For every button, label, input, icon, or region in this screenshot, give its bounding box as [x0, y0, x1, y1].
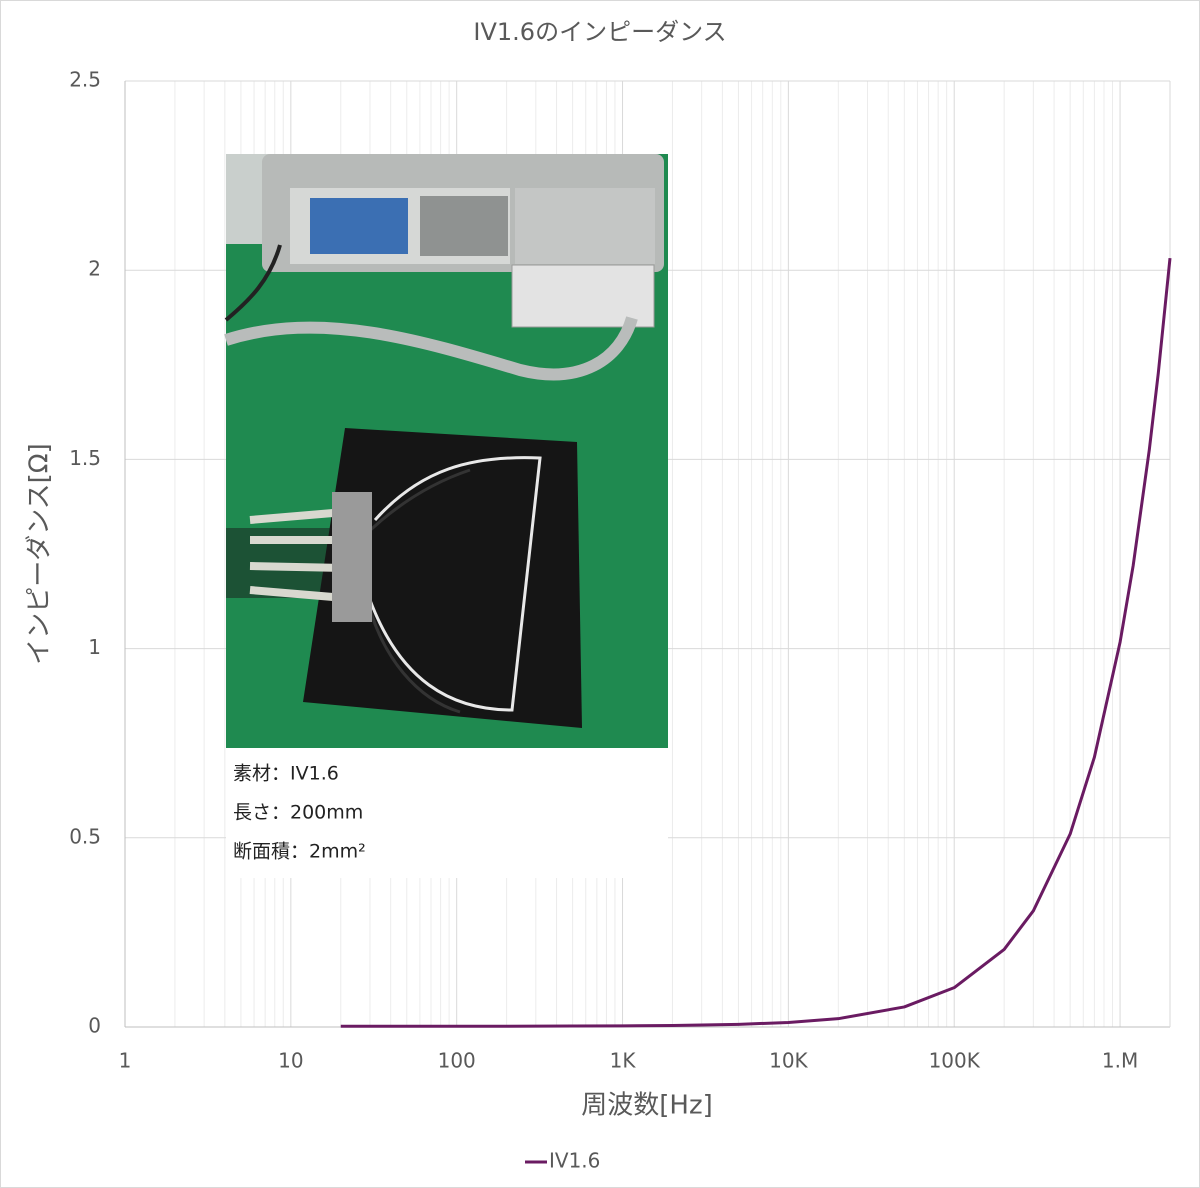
x-tick-label: 10K	[769, 1049, 808, 1073]
x-axis-label: 周波数[Hz]	[581, 1091, 713, 1121]
annotation: 断面積：2mm²	[233, 841, 366, 863]
series-line	[340, 257, 1172, 1028]
x-tick-label: 10	[278, 1049, 303, 1073]
x-tick-label: 1K	[610, 1049, 637, 1073]
y-tick-label: 1	[88, 635, 101, 659]
annotation: 素材：IV1.6	[233, 763, 339, 785]
annotation: 長さ：200mm	[233, 802, 363, 824]
y-tick-label: 1.5	[69, 446, 101, 470]
x-tick-label: 1.M	[1102, 1049, 1138, 1073]
y-tick-label: 2.5	[69, 68, 101, 92]
x-tick-label: 100K	[929, 1049, 981, 1073]
legend-label: IV1.6	[549, 1149, 600, 1173]
chart-title: IV1.6のインピーダンス	[473, 18, 726, 46]
annotation-box	[226, 748, 668, 878]
y-tick-label: 0	[88, 1014, 101, 1038]
y-tick-label: 0.5	[69, 824, 101, 848]
y-axis-label: インピーダンス[Ω]	[25, 443, 55, 665]
photo	[224, 154, 668, 748]
y-tick-label: 2	[88, 257, 101, 281]
x-tick-label: 1	[119, 1049, 132, 1073]
x-tick-label: 100	[438, 1049, 476, 1073]
